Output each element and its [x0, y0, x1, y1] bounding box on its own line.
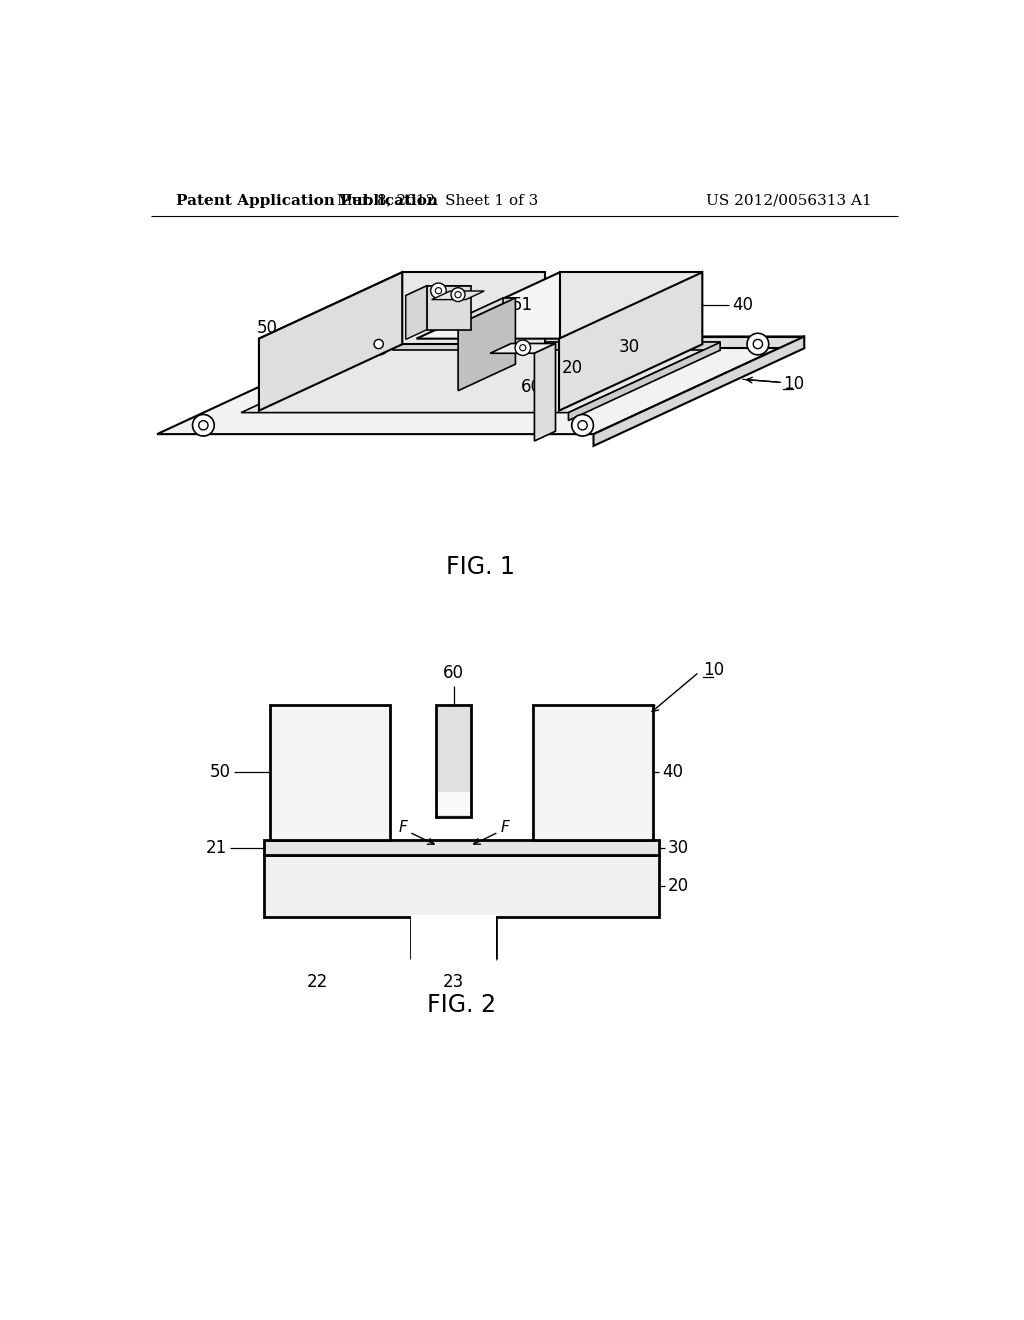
Text: 51: 51: [512, 296, 534, 314]
Text: 10: 10: [703, 661, 724, 680]
Text: FIG. 2: FIG. 2: [427, 994, 496, 1018]
Circle shape: [451, 288, 465, 301]
Polygon shape: [393, 342, 720, 350]
Polygon shape: [503, 298, 515, 364]
Circle shape: [368, 333, 389, 355]
Text: 10: 10: [783, 375, 805, 393]
Polygon shape: [406, 286, 427, 339]
Text: 21: 21: [206, 838, 227, 857]
Text: 50: 50: [210, 763, 231, 781]
Circle shape: [754, 339, 763, 348]
Text: 40: 40: [662, 763, 683, 781]
Text: 50: 50: [256, 319, 278, 338]
Polygon shape: [406, 286, 471, 296]
Bar: [263, 840, 658, 855]
Text: F: F: [501, 820, 509, 836]
Polygon shape: [259, 272, 545, 339]
Circle shape: [748, 333, 769, 355]
Text: 41: 41: [404, 309, 426, 326]
Polygon shape: [427, 286, 471, 330]
Circle shape: [520, 345, 526, 351]
Bar: [411, 915, 496, 961]
Polygon shape: [568, 342, 720, 421]
Text: Mar. 8, 2012  Sheet 1 of 3: Mar. 8, 2012 Sheet 1 of 3: [337, 194, 539, 207]
Circle shape: [578, 421, 587, 430]
Polygon shape: [368, 337, 804, 348]
Text: FIG. 1: FIG. 1: [446, 554, 515, 578]
Bar: [438, 792, 470, 816]
Polygon shape: [535, 343, 555, 441]
Circle shape: [455, 292, 461, 298]
Circle shape: [374, 339, 383, 348]
Polygon shape: [594, 337, 804, 446]
Circle shape: [431, 282, 446, 298]
Text: US 2012/0056313 A1: US 2012/0056313 A1: [707, 194, 872, 207]
Bar: [270, 705, 390, 840]
Text: 20: 20: [561, 359, 583, 378]
Circle shape: [515, 341, 530, 355]
Text: F: F: [398, 820, 408, 836]
Text: 60: 60: [521, 379, 542, 396]
Bar: [436, 705, 471, 817]
Text: 30: 30: [669, 838, 689, 857]
Text: 22: 22: [307, 973, 329, 991]
Polygon shape: [559, 272, 702, 411]
Polygon shape: [417, 272, 702, 339]
Polygon shape: [241, 342, 720, 413]
Circle shape: [571, 414, 594, 436]
Polygon shape: [560, 272, 702, 345]
Circle shape: [193, 414, 214, 436]
Polygon shape: [259, 272, 402, 411]
Polygon shape: [402, 272, 545, 345]
Circle shape: [435, 288, 441, 294]
Polygon shape: [157, 337, 804, 434]
Text: 30: 30: [618, 338, 639, 356]
Text: 23: 23: [442, 973, 464, 991]
Polygon shape: [432, 290, 484, 300]
Polygon shape: [458, 298, 515, 391]
Text: 20: 20: [669, 876, 689, 895]
Text: Patent Application Publication: Patent Application Publication: [176, 194, 438, 207]
Text: 60: 60: [443, 664, 464, 682]
Bar: [263, 855, 658, 917]
Bar: [532, 705, 652, 840]
Polygon shape: [490, 343, 555, 354]
Circle shape: [199, 421, 208, 430]
Text: 40: 40: [732, 296, 753, 314]
Polygon shape: [445, 298, 515, 325]
